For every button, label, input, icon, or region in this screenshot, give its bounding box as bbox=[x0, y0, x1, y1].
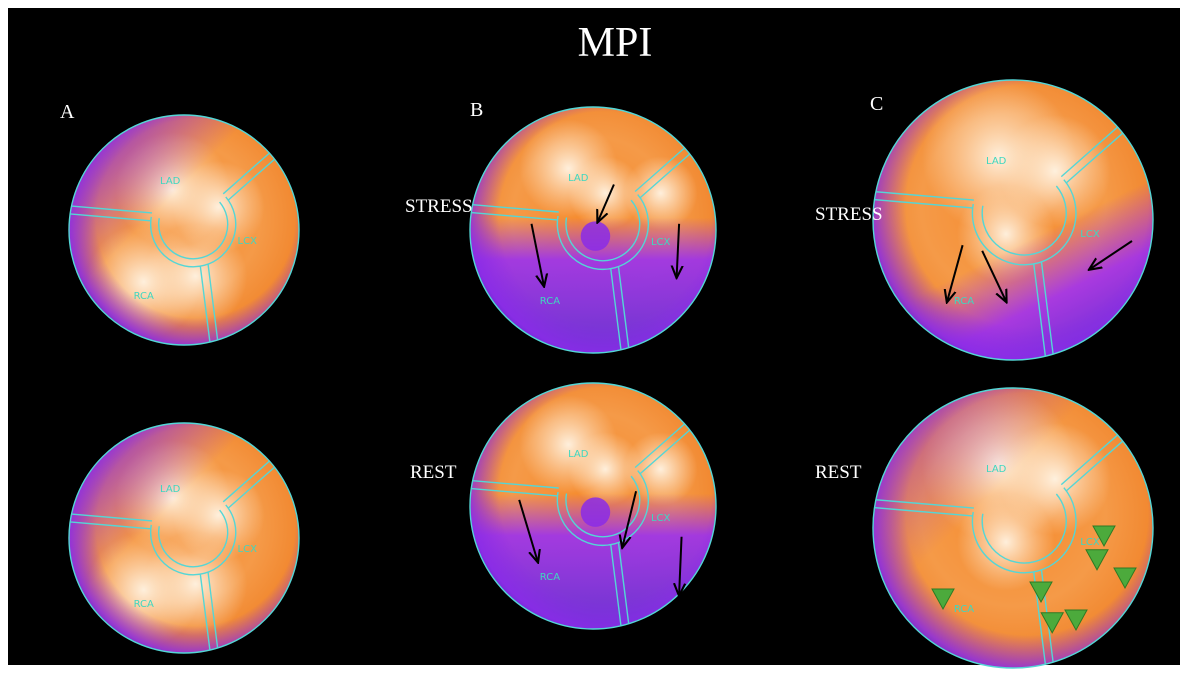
panel-label: C bbox=[870, 93, 883, 115]
polar-map: LAD LCX RCA bbox=[873, 388, 1153, 668]
region-label: LAD bbox=[986, 464, 1007, 475]
region-label: LCX bbox=[238, 236, 258, 247]
region-label: LCX bbox=[1080, 229, 1100, 240]
figure: MPI ALADLCXRCALADLCXRCABLADLCXRCASTRESSL… bbox=[0, 0, 1189, 673]
map-fill bbox=[69, 423, 299, 653]
rim bbox=[873, 80, 1153, 360]
condition-label: STRESS bbox=[815, 204, 883, 225]
region-label: LAD bbox=[160, 176, 181, 187]
panel-label: B bbox=[470, 99, 483, 121]
region-label: LAD bbox=[568, 173, 589, 184]
map-fill bbox=[873, 80, 1153, 360]
defect bbox=[69, 423, 299, 653]
region-label: LCX bbox=[651, 237, 671, 248]
polar-map: LAD LCX RCA bbox=[69, 115, 299, 345]
region-label: LCX bbox=[238, 544, 258, 555]
condition-label: REST bbox=[815, 462, 862, 483]
panel-label: A bbox=[60, 101, 75, 123]
polar-map: LAD LCX RCA bbox=[470, 107, 716, 353]
polar-map: LAD LCX RCA bbox=[69, 423, 299, 653]
condition-label: STRESS bbox=[405, 196, 473, 217]
polar-map: LAD LCX RCA bbox=[470, 383, 716, 629]
region-label: RCA bbox=[540, 296, 560, 307]
region-label: RCA bbox=[134, 291, 154, 302]
region-label: LAD bbox=[986, 156, 1007, 167]
map-fill bbox=[69, 115, 299, 345]
region-label: LAD bbox=[160, 484, 181, 495]
polar-map: LAD LCX RCA bbox=[873, 80, 1153, 360]
region-label: LAD bbox=[568, 449, 589, 460]
defect bbox=[69, 115, 299, 345]
condition-label: REST bbox=[410, 462, 457, 483]
region-label: RCA bbox=[954, 604, 974, 615]
region-label: LCX bbox=[651, 513, 671, 524]
region-label: LCX bbox=[1080, 537, 1100, 548]
figure-title: MPI bbox=[578, 20, 653, 66]
region-label: RCA bbox=[134, 599, 154, 610]
region-label: RCA bbox=[954, 296, 974, 307]
region-label: RCA bbox=[540, 572, 560, 583]
